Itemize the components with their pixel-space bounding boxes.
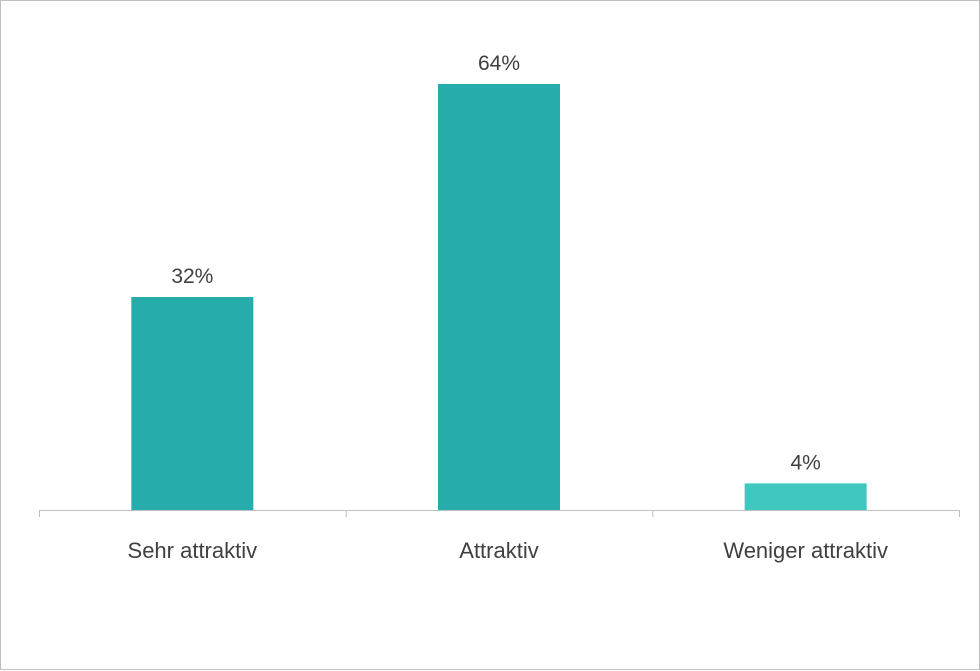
value-labels-group: 32% 64% 4% (171, 52, 821, 474)
value-label-weniger-attraktiv: 4% (790, 451, 820, 474)
x-tick-label-sehr-attraktiv: Sehr attraktiv (128, 538, 258, 563)
bars-group (131, 84, 867, 510)
x-tick-label-attraktiv: Attraktiv (459, 538, 538, 563)
x-tick-labels-group: Sehr attraktiv Attraktiv Weniger attraktiv (128, 538, 888, 563)
bar-sehr-attraktiv (131, 297, 254, 510)
bar-weniger-attraktiv (744, 483, 867, 510)
x-tick-label-weniger-attraktiv: Weniger attraktiv (723, 538, 888, 563)
value-label-sehr-attraktiv: 32% (171, 265, 213, 288)
value-label-attraktiv: 64% (478, 52, 520, 75)
x-axis (39, 510, 960, 517)
bar-attraktiv (438, 84, 560, 510)
